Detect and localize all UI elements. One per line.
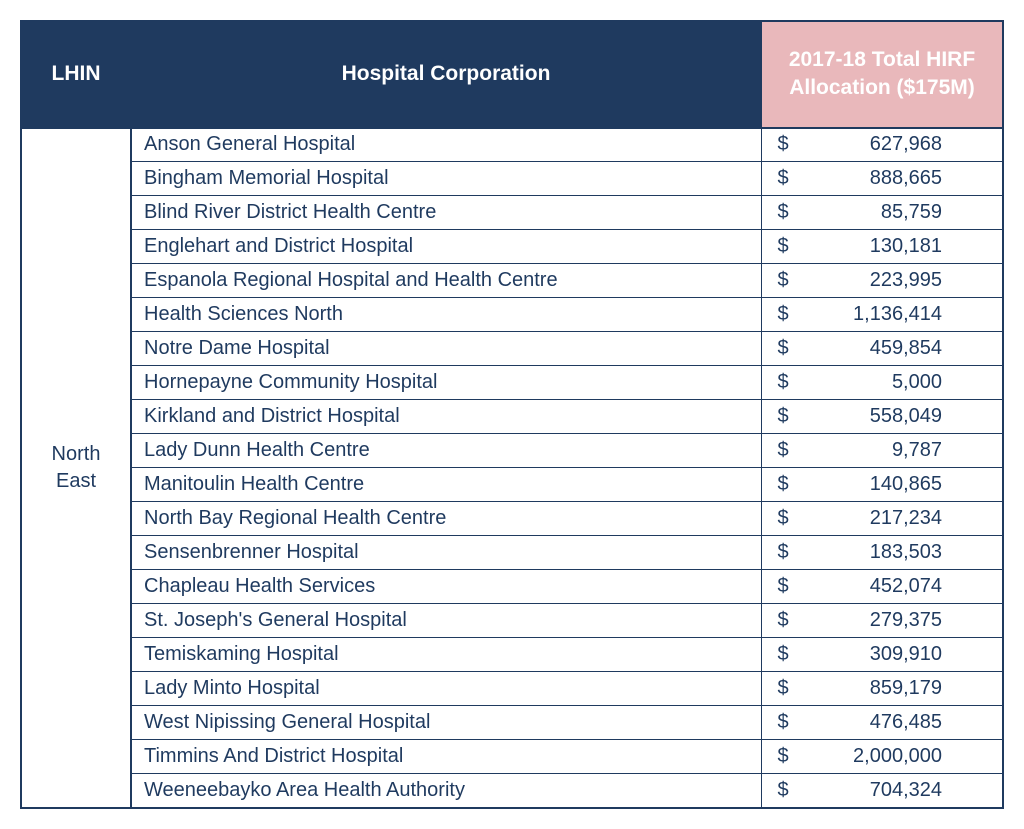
lhin-cell: NorthEast: [21, 128, 131, 808]
table-row: Espanola Regional Hospital and Health Ce…: [21, 264, 1003, 298]
currency-symbol: $: [761, 332, 801, 366]
amount-cell: 223,995: [801, 264, 1003, 298]
amount-cell: 452,074: [801, 570, 1003, 604]
amount-cell: 704,324: [801, 774, 1003, 808]
hospital-cell: Hornepayne Community Hospital: [131, 366, 761, 400]
currency-symbol: $: [761, 536, 801, 570]
table-row: St. Joseph's General Hospital$279,375: [21, 604, 1003, 638]
amount-cell: 2,000,000: [801, 740, 1003, 774]
currency-symbol: $: [761, 162, 801, 196]
amount-cell: 217,234: [801, 502, 1003, 536]
table-row: Temiskaming Hospital$309,910: [21, 638, 1003, 672]
table-row: Health Sciences North$1,136,414: [21, 298, 1003, 332]
hospital-cell: Sensenbrenner Hospital: [131, 536, 761, 570]
currency-symbol: $: [761, 366, 801, 400]
table-row: Sensenbrenner Hospital$183,503: [21, 536, 1003, 570]
hospital-cell: Bingham Memorial Hospital: [131, 162, 761, 196]
amount-cell: 309,910: [801, 638, 1003, 672]
currency-symbol: $: [761, 128, 801, 162]
currency-symbol: $: [761, 230, 801, 264]
amount-cell: 476,485: [801, 706, 1003, 740]
table-row: NorthEastAnson General Hospital$627,968: [21, 128, 1003, 162]
amount-cell: 279,375: [801, 604, 1003, 638]
table-row: Bingham Memorial Hospital$888,665: [21, 162, 1003, 196]
table-row: Chapleau Health Services$452,074: [21, 570, 1003, 604]
amount-cell: 558,049: [801, 400, 1003, 434]
currency-symbol: $: [761, 638, 801, 672]
table-row: Blind River District Health Centre$85,75…: [21, 196, 1003, 230]
hospital-cell: Notre Dame Hospital: [131, 332, 761, 366]
amount-cell: 85,759: [801, 196, 1003, 230]
hospital-cell: Kirkland and District Hospital: [131, 400, 761, 434]
currency-symbol: $: [761, 774, 801, 808]
hospital-cell: West Nipissing General Hospital: [131, 706, 761, 740]
amount-cell: 5,000: [801, 366, 1003, 400]
table-row: Manitoulin Health Centre$140,865: [21, 468, 1003, 502]
amount-cell: 140,865: [801, 468, 1003, 502]
hospital-cell: Lady Minto Hospital: [131, 672, 761, 706]
currency-symbol: $: [761, 570, 801, 604]
table-row: Weeneebayko Area Health Authority$704,32…: [21, 774, 1003, 808]
table-row: Hornepayne Community Hospital$5,000: [21, 366, 1003, 400]
table-row: Lady Minto Hospital$859,179: [21, 672, 1003, 706]
currency-symbol: $: [761, 434, 801, 468]
table-row: Englehart and District Hospital$130,181: [21, 230, 1003, 264]
currency-symbol: $: [761, 298, 801, 332]
amount-cell: 627,968: [801, 128, 1003, 162]
currency-symbol: $: [761, 740, 801, 774]
hospital-cell: Espanola Regional Hospital and Health Ce…: [131, 264, 761, 298]
amount-cell: 888,665: [801, 162, 1003, 196]
column-header-allocation: 2017-18 Total HIRF Allocation ($175M): [761, 21, 1003, 128]
currency-symbol: $: [761, 672, 801, 706]
table-row: Lady Dunn Health Centre$9,787: [21, 434, 1003, 468]
hospital-cell: Health Sciences North: [131, 298, 761, 332]
table-header-row: LHIN Hospital Corporation 2017-18 Total …: [21, 21, 1003, 128]
currency-symbol: $: [761, 400, 801, 434]
amount-cell: 9,787: [801, 434, 1003, 468]
hospital-cell: Anson General Hospital: [131, 128, 761, 162]
hospital-cell: Englehart and District Hospital: [131, 230, 761, 264]
hospital-cell: Weeneebayko Area Health Authority: [131, 774, 761, 808]
hospital-cell: St. Joseph's General Hospital: [131, 604, 761, 638]
table-row: West Nipissing General Hospital$476,485: [21, 706, 1003, 740]
currency-symbol: $: [761, 264, 801, 298]
currency-symbol: $: [761, 706, 801, 740]
hospital-cell: Manitoulin Health Centre: [131, 468, 761, 502]
table-row: Notre Dame Hospital$459,854: [21, 332, 1003, 366]
currency-symbol: $: [761, 502, 801, 536]
table-row: North Bay Regional Health Centre$217,234: [21, 502, 1003, 536]
currency-symbol: $: [761, 196, 801, 230]
hirf-allocation-table: LHIN Hospital Corporation 2017-18 Total …: [20, 20, 1004, 809]
hospital-cell: Lady Dunn Health Centre: [131, 434, 761, 468]
table-row: Timmins And District Hospital$2,000,000: [21, 740, 1003, 774]
amount-cell: 459,854: [801, 332, 1003, 366]
currency-symbol: $: [761, 604, 801, 638]
table-row: Kirkland and District Hospital$558,049: [21, 400, 1003, 434]
hospital-cell: Chapleau Health Services: [131, 570, 761, 604]
amount-cell: 1,136,414: [801, 298, 1003, 332]
currency-symbol: $: [761, 468, 801, 502]
column-header-hospital: Hospital Corporation: [131, 21, 761, 128]
amount-cell: 183,503: [801, 536, 1003, 570]
hospital-cell: Blind River District Health Centre: [131, 196, 761, 230]
hospital-cell: Timmins And District Hospital: [131, 740, 761, 774]
amount-cell: 130,181: [801, 230, 1003, 264]
hospital-cell: Temiskaming Hospital: [131, 638, 761, 672]
column-header-lhin: LHIN: [21, 21, 131, 128]
hospital-cell: North Bay Regional Health Centre: [131, 502, 761, 536]
amount-cell: 859,179: [801, 672, 1003, 706]
